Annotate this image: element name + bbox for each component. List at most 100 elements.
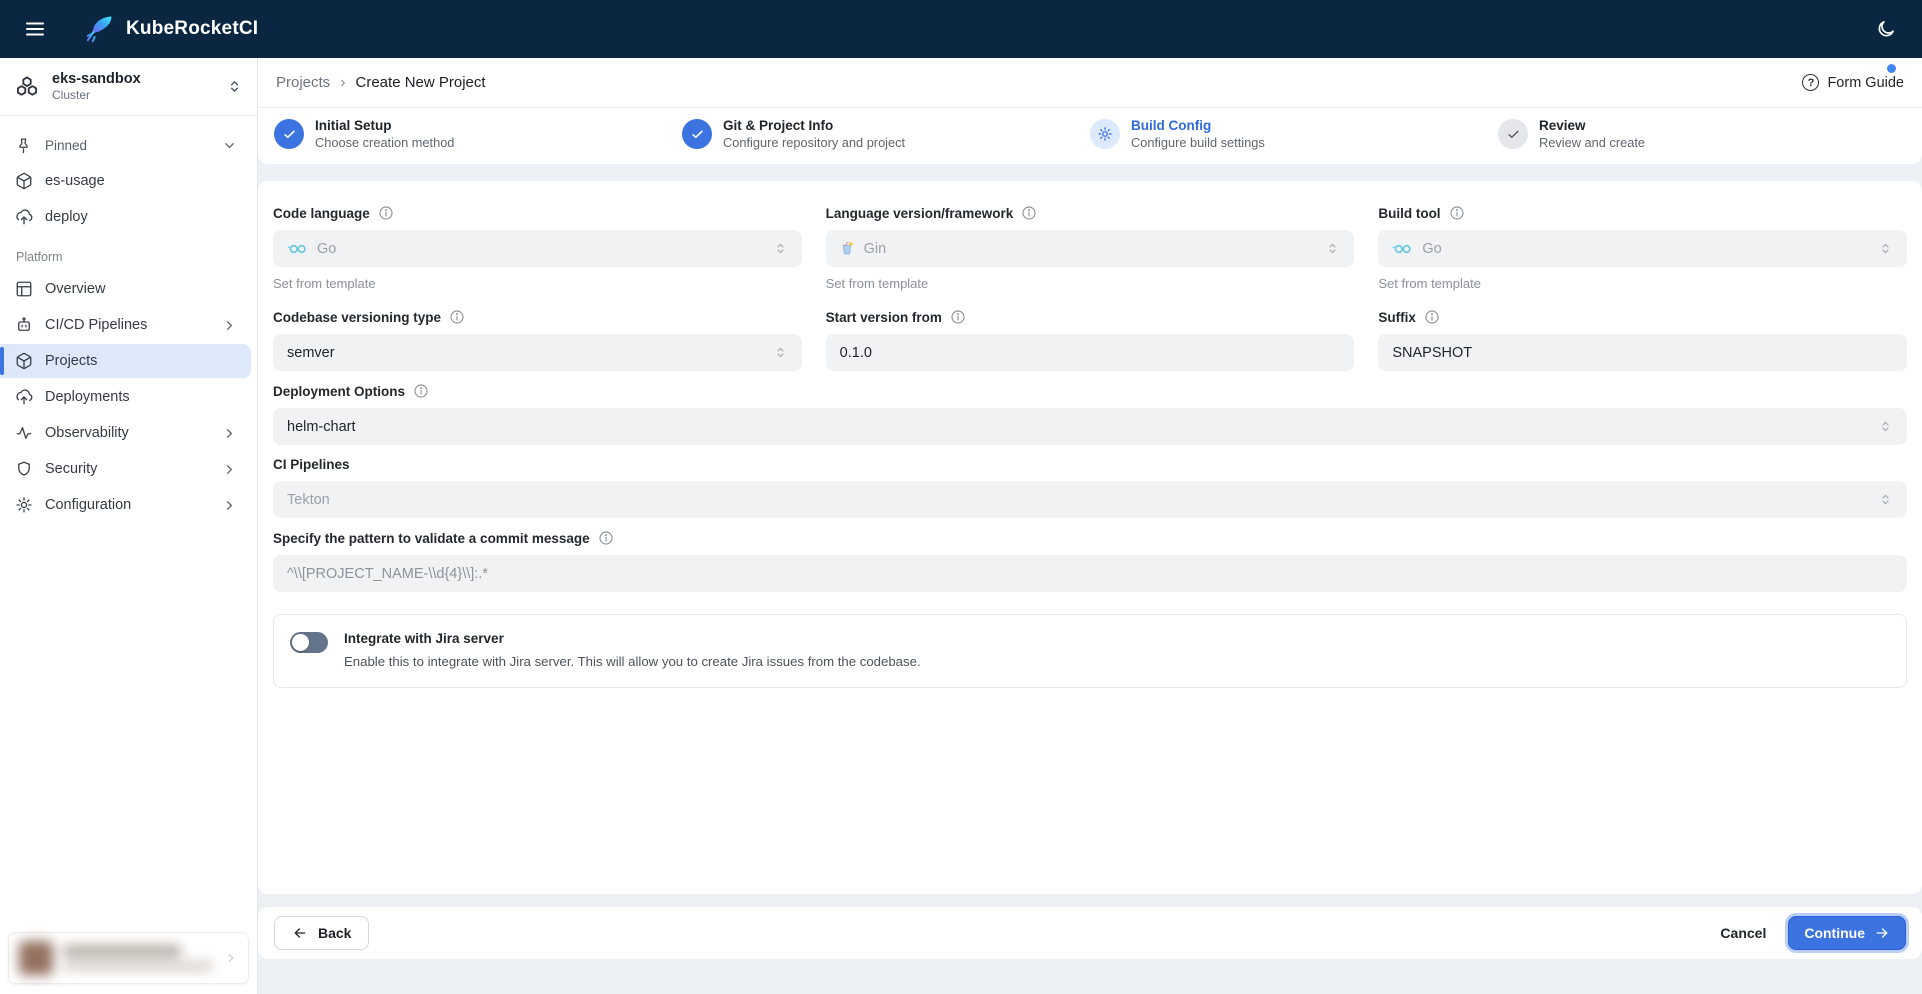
start-version-input[interactable]	[825, 334, 1355, 372]
select-value: semver	[287, 344, 335, 361]
sidebar-item-observability[interactable]: Observability	[0, 416, 251, 450]
unfold-more-icon	[1325, 241, 1340, 256]
suffix-input[interactable]	[1378, 334, 1907, 372]
cluster-selector[interactable]: eks-sandbox Cluster	[0, 58, 257, 117]
sidebar-nav: Pinned es-usage deploy Platform	[0, 116, 257, 524]
avatar	[19, 941, 53, 975]
sidebar-item-label: Configuration	[45, 497, 132, 514]
ci-pipelines-select: Tekton	[273, 481, 1907, 519]
dark-mode-toggle[interactable]	[1872, 15, 1900, 43]
back-button[interactable]: Back	[274, 916, 370, 950]
field-label: Codebase versioning type	[273, 309, 442, 325]
sidebar-item-deployments[interactable]: Deployments	[0, 380, 251, 414]
sidebar-section-platform: Platform	[16, 250, 63, 265]
activity-icon	[14, 424, 33, 443]
sidebar: eks-sandbox Cluster Pinned	[0, 58, 258, 994]
jira-toggle[interactable]	[290, 632, 328, 654]
step-title: Initial Setup	[315, 118, 392, 133]
field-label: Deployment Options	[273, 383, 406, 399]
gin-framework-icon	[840, 241, 854, 256]
cancel-button[interactable]: Cancel	[1720, 925, 1767, 941]
rocket-logo-icon	[86, 16, 112, 43]
step-git-project-info[interactable]: Git & Project Info Configure repository …	[682, 117, 1090, 151]
go-lang-icon	[287, 243, 307, 255]
arrow-right-icon	[1876, 928, 1888, 938]
sidebar-item-cicd-pipelines[interactable]: CI/CD Pipelines	[0, 308, 251, 342]
commit-pattern-input	[273, 555, 1907, 593]
chevron-right-icon	[222, 318, 237, 333]
sidebar-item-deploy[interactable]: deploy	[0, 200, 251, 234]
sidebar-item-label: CI/CD Pipelines	[45, 317, 148, 334]
breadcrumb-separator-icon: ›	[340, 73, 346, 91]
sidebar-item-configuration[interactable]: Configuration	[0, 488, 251, 522]
sidebar-item-label: Projects	[45, 353, 98, 370]
page-header-card: Projects › Create New Project ? Form Gui…	[258, 58, 1922, 165]
info-icon[interactable]	[449, 309, 465, 325]
layout-icon	[14, 280, 33, 299]
package-icon	[14, 172, 33, 191]
form-guide-button[interactable]: ? Form Guide	[1802, 74, 1904, 91]
sidebar-item-es-usage[interactable]: es-usage	[0, 164, 251, 198]
pin-icon	[14, 136, 33, 155]
sidebar-item-label: Security	[45, 461, 98, 478]
sidebar-item-label: es-usage	[45, 173, 105, 190]
app-title: KubeRocketCI	[126, 18, 259, 39]
unfold-more-icon	[1878, 241, 1893, 256]
form-guide-label: Form Guide	[1827, 74, 1904, 91]
info-icon[interactable]	[1021, 205, 1037, 221]
sidebar-item-security[interactable]: Security	[0, 452, 251, 486]
field-label: Language version/framework	[825, 205, 1014, 221]
field-suffix: Suffix	[1378, 301, 1907, 372]
user-profile[interactable]	[8, 932, 249, 984]
app-logo[interactable]: KubeRocketCI	[84, 14, 258, 44]
shield-icon	[14, 460, 33, 479]
step-subtitle: Choose creation method	[315, 134, 455, 150]
step-review[interactable]: Review Review and create	[1498, 117, 1906, 151]
step-initial-setup[interactable]: Initial Setup Choose creation method	[274, 117, 682, 151]
breadcrumb-projects-link[interactable]: Projects	[276, 74, 331, 91]
check-icon	[274, 119, 304, 150]
cloud-upload-icon	[14, 208, 33, 227]
sidebar-pinned-label: Pinned	[45, 137, 88, 153]
notification-dot	[1887, 64, 1896, 73]
field-commit-pattern: Specify the pattern to validate a commit…	[273, 522, 1907, 593]
check-icon	[682, 119, 712, 150]
field-code-language: Code language Go Set f	[273, 197, 802, 297]
unfold-more-icon	[226, 78, 243, 95]
app-header: KubeRocketCI	[0, 0, 1922, 58]
info-icon[interactable]	[950, 309, 966, 325]
field-deployment-options: Deployment Options helm-chart	[273, 375, 1907, 446]
sidebar-item-label: Observability	[45, 425, 129, 442]
chevron-right-icon	[222, 462, 237, 477]
sidebar-item-overview[interactable]: Overview	[0, 272, 251, 306]
info-icon[interactable]	[1449, 205, 1465, 221]
hamburger-menu-icon[interactable]	[22, 16, 48, 42]
field-helper: Set from template	[825, 276, 929, 292]
sidebar-pinned-header[interactable]: Pinned	[0, 128, 251, 162]
language-version-select: Gin	[825, 230, 1355, 268]
info-icon[interactable]	[378, 205, 394, 221]
field-ci-pipelines: CI Pipelines Tekton	[273, 449, 1907, 519]
info-icon[interactable]	[413, 383, 429, 399]
jira-integration-card: Integrate with Jira server Enable this t…	[273, 614, 1907, 689]
unfold-more-icon	[1878, 419, 1893, 434]
field-label: Start version from	[825, 309, 942, 325]
deployment-options-select[interactable]: helm-chart	[273, 408, 1907, 446]
sidebar-item-label: deploy	[45, 209, 88, 226]
field-build-tool: Build tool Go Set from	[1378, 197, 1907, 297]
sidebar-item-projects[interactable]: Projects	[0, 344, 251, 379]
info-icon[interactable]	[1424, 309, 1440, 325]
step-build-config[interactable]: Build Config Configure build settings	[1090, 117, 1498, 151]
question-icon: ?	[1802, 74, 1820, 91]
sidebar-item-label: Overview	[45, 281, 106, 298]
versioning-type-select[interactable]: semver	[273, 334, 802, 372]
info-icon[interactable]	[598, 530, 614, 546]
step-subtitle: Configure repository and project	[723, 134, 906, 150]
select-value: Go	[317, 240, 337, 257]
step-title: Git & Project Info	[723, 118, 834, 133]
continue-button[interactable]: Continue	[1788, 916, 1906, 950]
chevron-right-icon	[222, 426, 237, 441]
jira-toggle-label: Integrate with Jira server	[344, 631, 504, 647]
field-label: Specify the pattern to validate a commit…	[273, 530, 590, 546]
cluster-name: eks-sandbox	[52, 71, 141, 87]
